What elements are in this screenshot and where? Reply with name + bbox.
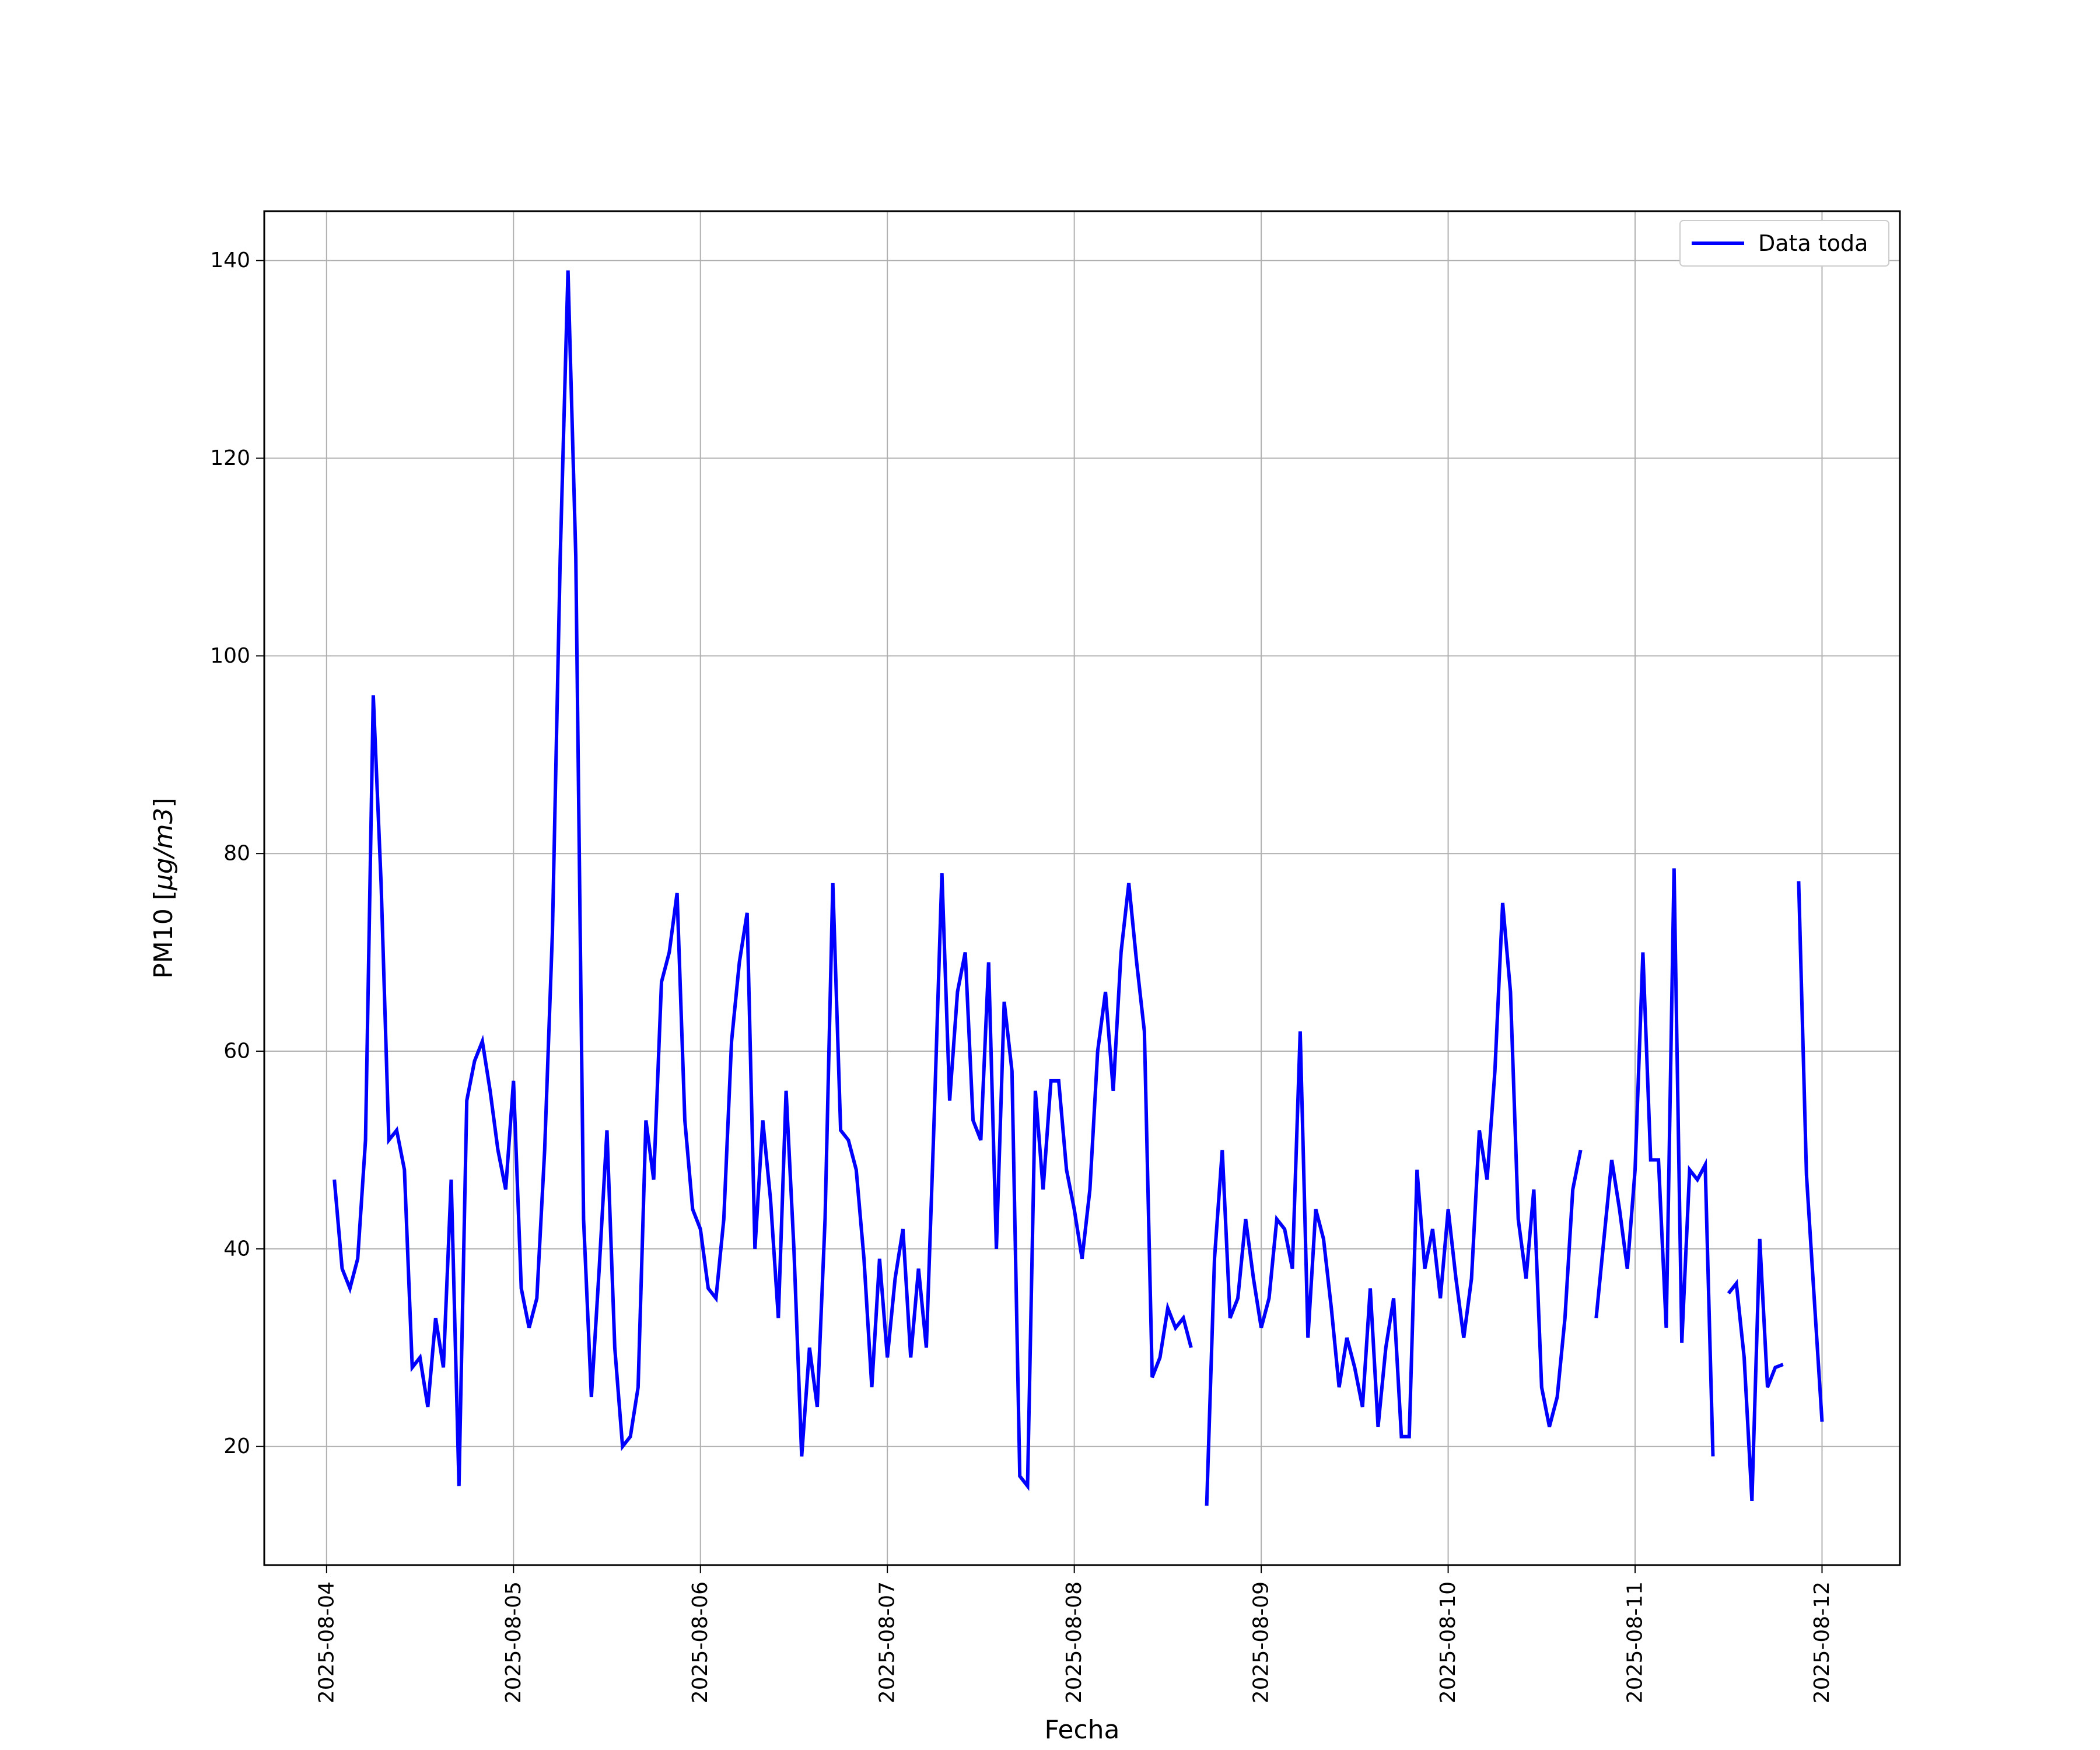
y-axis-label: PM10 [μg/m3] — [149, 797, 178, 978]
y-axis-ticks: 20 40 60 80 100 120 140 — [210, 249, 264, 1458]
legend-box — [1679, 220, 1889, 267]
y-axis-label-unit: g/m3 — [149, 807, 178, 874]
x-tick-label: 2025-08-05 — [502, 1581, 526, 1703]
x-tick-label: 2025-08-04 — [314, 1581, 338, 1703]
y-tick-label: 20 — [223, 1434, 250, 1458]
y-tick-label: 120 — [210, 446, 250, 470]
series-line-segment — [1797, 881, 1824, 1422]
x-tick-label: 2025-08-11 — [1623, 1581, 1647, 1703]
plot-frame — [263, 210, 1901, 1566]
legend: Data toda — [1679, 220, 1889, 267]
grid-lines — [264, 211, 1900, 1565]
y-axis-label-prefix: PM10 [ — [149, 890, 178, 979]
y-axis-label-suffix: ] — [149, 797, 178, 807]
x-tick-label: 2025-08-09 — [1250, 1581, 1273, 1703]
legend-label-data-toda: Data toda — [1758, 230, 1868, 256]
x-axis-label: Fecha — [1044, 1715, 1119, 1745]
y-tick-label: 140 — [210, 249, 250, 272]
x-axis-ticks: 2025-08-04 2025-08-05 2025-08-06 2025-08-07… — [314, 1565, 1834, 1703]
y-tick-label: 60 — [223, 1040, 250, 1063]
x-tick-label: 2025-08-06 — [688, 1581, 712, 1703]
y-tick-label: 100 — [210, 644, 250, 668]
series-line-segment — [1205, 902, 1583, 1506]
series-line-segment — [1594, 868, 1715, 1457]
series-data-toda — [332, 270, 1824, 1506]
x-tick-label: 2025-08-10 — [1436, 1581, 1460, 1703]
y-tick-label: 40 — [223, 1237, 250, 1261]
x-tick-label: 2025-08-07 — [876, 1581, 900, 1703]
x-tick-label: 2025-08-08 — [1062, 1581, 1086, 1703]
series-line-segment — [332, 270, 1193, 1491]
y-tick-label: 80 — [223, 842, 250, 866]
y-axis-label-mu: μ — [149, 874, 178, 891]
x-tick-label: 2025-08-12 — [1810, 1581, 1834, 1703]
series-line-segment — [1727, 1238, 1784, 1502]
